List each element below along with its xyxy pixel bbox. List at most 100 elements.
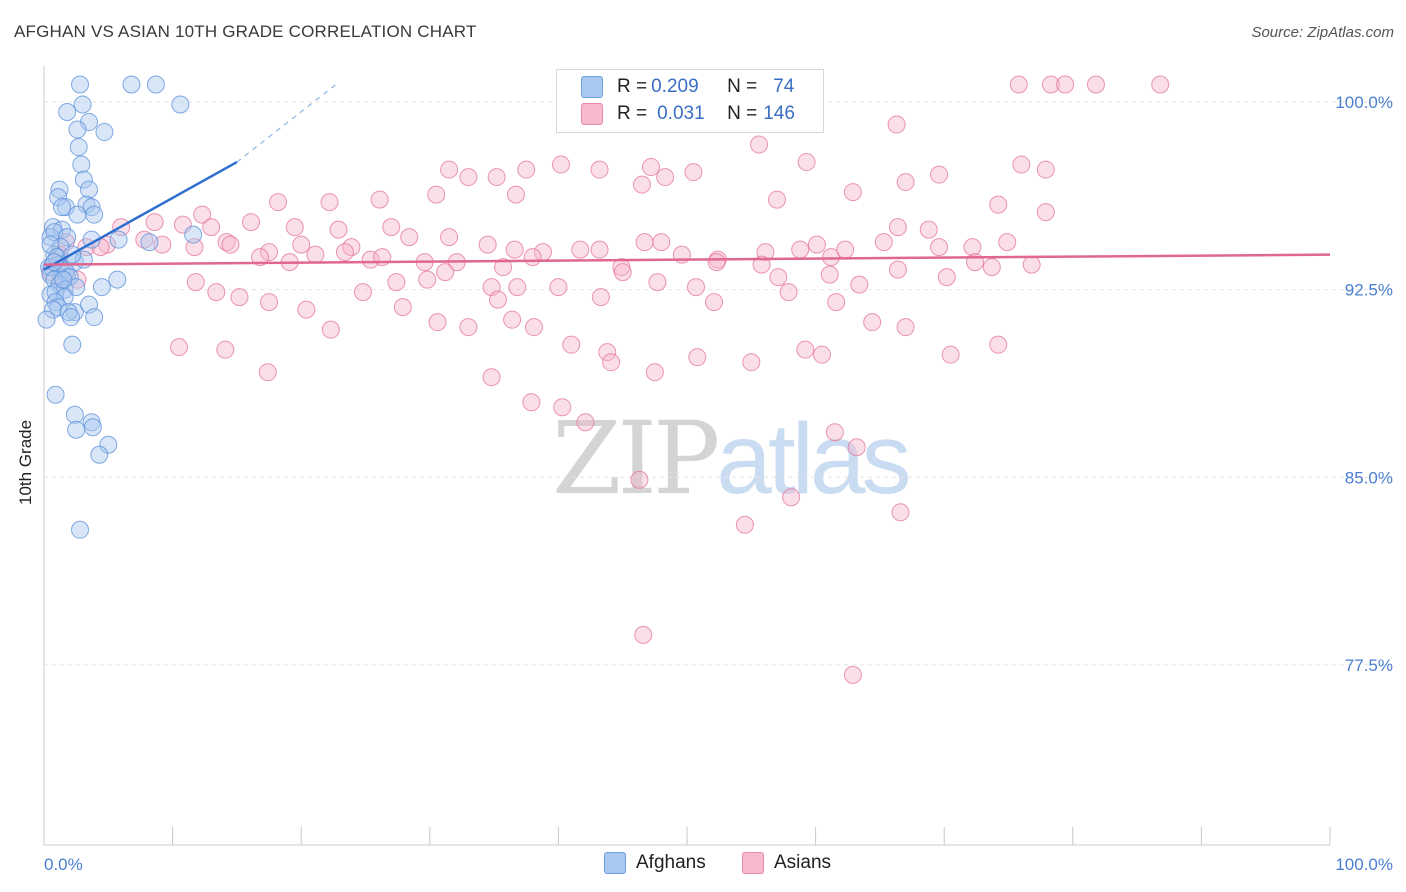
asians-point — [843, 665, 862, 684]
asians-point — [930, 165, 949, 184]
asians-point — [221, 235, 240, 254]
afghans-point — [77, 195, 96, 214]
asians-point — [796, 340, 815, 359]
asians-point — [459, 318, 478, 337]
asians-point — [427, 185, 446, 204]
asians-point — [1012, 155, 1031, 174]
asians-point — [459, 168, 478, 187]
asians-point — [590, 160, 609, 179]
asians-point — [652, 233, 671, 252]
asians-point — [797, 153, 816, 172]
asians-point — [850, 275, 869, 294]
chart-title: AFGHAN VS ASIAN 10TH GRADE CORRELATION C… — [14, 22, 477, 41]
asians-point — [505, 240, 524, 259]
asians-point — [887, 115, 906, 134]
afghans-trend-extension — [236, 84, 337, 163]
asians-point — [524, 318, 543, 337]
x-tick-label: 0.0% — [44, 855, 83, 874]
asians-point — [436, 263, 455, 282]
y-tick-label: 85.0% — [1345, 468, 1393, 487]
asians-point — [260, 293, 279, 312]
afghans-point — [68, 120, 87, 139]
afghans-point — [69, 138, 88, 157]
asians-point — [825, 423, 844, 442]
afghans-point — [44, 300, 63, 319]
correlation-legend: R = 0.209 N = 74 R = 0.031 N = 146 — [556, 69, 824, 133]
afghans-point — [90, 445, 109, 464]
asians-point — [782, 488, 801, 507]
asians-point — [306, 245, 325, 264]
asians-point — [230, 288, 249, 307]
asians-point — [705, 293, 724, 312]
asians-point — [292, 235, 311, 254]
asians-point — [768, 190, 787, 209]
asians-point — [1041, 75, 1060, 94]
asians-point — [193, 205, 212, 224]
asians-trend-line — [43, 253, 1331, 266]
asians-point — [874, 233, 893, 252]
afghans-point — [63, 335, 82, 354]
legend-row-afghans: R = 0.209 N = 74 — [581, 75, 794, 99]
afghans-point — [122, 75, 141, 94]
afghans-point — [55, 288, 74, 307]
afghans-point — [83, 418, 102, 437]
legend-n-value: 146 — [763, 103, 795, 124]
asians-point — [863, 313, 882, 332]
asians-point — [982, 258, 1001, 277]
asians-point — [297, 300, 316, 319]
asians-point — [269, 193, 288, 212]
afghans-point — [65, 405, 84, 424]
asians-point — [370, 190, 389, 209]
asians-point — [135, 230, 154, 249]
asians-point — [207, 283, 226, 302]
series-swatch-asians — [742, 852, 764, 874]
asians-point — [251, 248, 270, 267]
asians-point — [320, 193, 339, 212]
asians-point — [387, 273, 406, 292]
asians-point — [707, 253, 726, 272]
watermark-atlas: atlas — [716, 403, 911, 515]
asians-point — [418, 270, 437, 289]
series-legend-afghans: Afghans — [604, 852, 706, 874]
afghans-point — [73, 95, 92, 114]
asians-point — [598, 343, 617, 362]
legend-r-value: 0.209 — [651, 76, 699, 97]
asians-point — [888, 260, 907, 279]
asians-point — [827, 293, 846, 312]
chart-source: Source: ZipAtlas.com — [1251, 24, 1394, 41]
afghans-point — [71, 520, 90, 539]
afghans-point — [46, 293, 65, 312]
asians-point — [478, 235, 497, 254]
asians-point — [258, 363, 277, 382]
afghans-point — [80, 180, 99, 199]
afghans-point — [99, 435, 118, 454]
asians-point — [769, 268, 788, 287]
afghans-point — [71, 75, 90, 94]
asians-point — [590, 240, 609, 259]
y-tick-label: 92.5% — [1345, 281, 1393, 300]
series-legend-asians: Asians — [742, 852, 831, 874]
afghans-point — [184, 225, 203, 244]
afghans-trend-line — [43, 160, 238, 271]
legend-row-asians: R = 0.031 N = 146 — [581, 102, 795, 126]
asians-point — [400, 228, 419, 247]
asians-point — [998, 233, 1017, 252]
legend-swatch-afghans — [581, 76, 603, 98]
legend-swatch-asians — [581, 103, 603, 125]
watermark-zip: ZIP — [552, 400, 720, 517]
afghans-point — [95, 123, 114, 142]
asians-point — [576, 413, 595, 432]
afghans-point — [46, 385, 65, 404]
asians-point — [843, 183, 862, 202]
afghans-point — [82, 198, 101, 217]
afghans-point — [59, 303, 78, 322]
afghans-point — [53, 198, 72, 217]
asians-point — [847, 438, 866, 457]
asians-point — [735, 515, 754, 534]
asians-point — [428, 313, 447, 332]
asians-point — [630, 470, 649, 489]
asians-point — [216, 340, 235, 359]
asians-point — [335, 243, 354, 262]
asians-point — [919, 220, 938, 239]
asians-point — [571, 240, 590, 259]
